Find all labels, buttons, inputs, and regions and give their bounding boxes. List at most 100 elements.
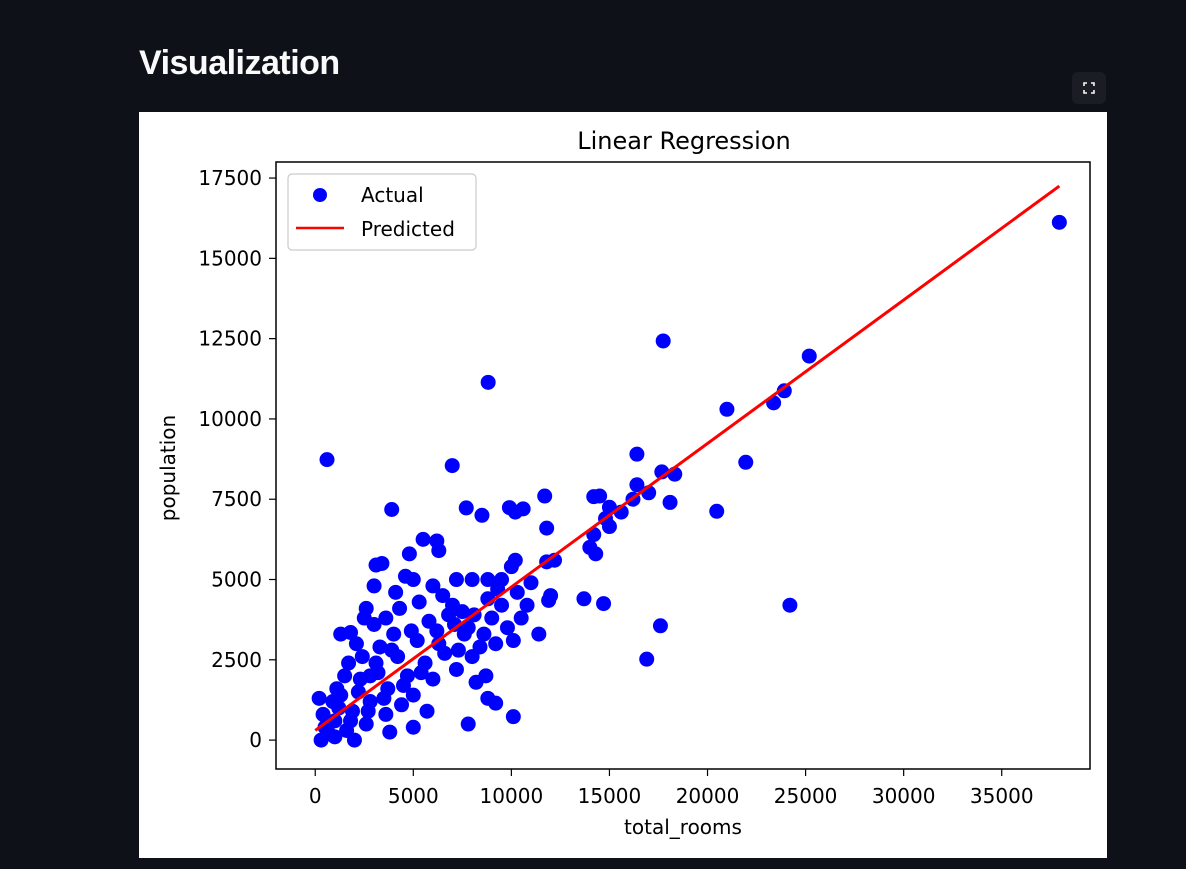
y-axis-label: population	[156, 415, 180, 521]
scatter-point	[415, 531, 431, 547]
scatter-point	[576, 591, 592, 607]
scatter-point	[586, 489, 602, 505]
scatter-point	[317, 719, 333, 735]
scatter-point	[1051, 214, 1067, 230]
x-tick-label: 15000	[578, 784, 642, 808]
scatter-point	[652, 618, 668, 634]
scatter-point	[776, 383, 792, 399]
scatter-point	[629, 477, 645, 493]
scatter-point	[519, 597, 535, 613]
scatter-point	[448, 661, 464, 677]
scatter-point	[315, 706, 331, 722]
scatter-point	[368, 655, 384, 671]
scatter-point	[782, 597, 798, 613]
x-tick-label: 5000	[388, 784, 439, 808]
fullscreen-icon	[1083, 82, 1095, 94]
legend: Actual Predicted	[287, 173, 477, 251]
y-tick-label: 5000	[211, 568, 262, 592]
scatter-point	[480, 374, 496, 390]
scatter-point	[435, 588, 451, 604]
chart-figure: Linear Regression 0 5000 10000 15000 20000 25…	[139, 112, 1107, 858]
scatter-point	[333, 687, 349, 703]
chart-svg: Linear Regression 0 5000 10000 15000 20000 25…	[156, 127, 1091, 839]
scatter-point	[382, 724, 398, 740]
y-tick-label: 12500	[198, 327, 262, 351]
x-tick-label: 35000	[970, 784, 1034, 808]
scatter-point	[801, 348, 817, 364]
scatter-point	[450, 642, 466, 658]
scatter-point	[488, 636, 504, 652]
scatter-point	[352, 671, 368, 687]
legend-box	[287, 173, 477, 251]
scatter-point	[531, 626, 547, 642]
scatter-point	[655, 333, 671, 349]
x-axis: 0 5000 10000 15000 20000 25000 30000 35000	[309, 769, 1034, 808]
scatter-point	[311, 690, 327, 706]
scatter-point	[505, 709, 521, 725]
scatter-point	[460, 716, 476, 732]
scatter-point	[394, 697, 410, 713]
scatter-point	[392, 600, 408, 616]
scatter-point	[366, 578, 382, 594]
scatter-points	[311, 214, 1067, 748]
scatter-point	[509, 584, 525, 600]
scatter-point	[476, 626, 492, 642]
page-title: Visualization	[139, 44, 340, 82]
scatter-point	[601, 519, 617, 535]
scatter-point	[376, 690, 392, 706]
scatter-point	[360, 703, 376, 719]
scatter-point	[484, 610, 500, 626]
x-tick-label: 0	[309, 784, 322, 808]
scatter-point	[405, 719, 421, 735]
x-tick-label: 25000	[774, 784, 838, 808]
scatter-point	[343, 625, 359, 641]
scatter-point	[401, 546, 417, 562]
y-tick-label: 15000	[198, 246, 262, 270]
scatter-point	[474, 507, 490, 523]
y-axis: 0 2500 5000 7500 10000 12500 15000 17500	[198, 166, 276, 752]
scatter-point	[588, 546, 604, 562]
y-tick-label: 10000	[198, 407, 262, 431]
scatter-point	[372, 639, 388, 655]
scatter-point	[425, 578, 441, 594]
y-tick-label: 0	[249, 728, 262, 752]
y-tick-label: 2500	[211, 648, 262, 672]
scatter-point	[421, 613, 437, 629]
scatter-point	[458, 500, 474, 516]
scatter-point	[395, 677, 411, 693]
scatter-point	[368, 557, 384, 573]
scatter-point	[464, 572, 480, 588]
scatter-point	[499, 620, 515, 636]
scatter-point	[386, 626, 402, 642]
x-tick-label: 10000	[480, 784, 544, 808]
scatter-point	[639, 651, 655, 667]
scatter-point	[405, 687, 421, 703]
scatter-point	[596, 596, 612, 612]
scatter-point	[337, 668, 353, 684]
scatter-point	[448, 572, 464, 588]
scatter-point	[719, 401, 735, 417]
scatter-point	[441, 607, 457, 623]
scatter-point	[480, 572, 496, 588]
scatter-point	[343, 713, 359, 729]
fullscreen-button[interactable]	[1072, 72, 1106, 104]
scatter-point	[319, 452, 335, 468]
scatter-point	[384, 642, 400, 658]
scatter-point	[738, 454, 754, 470]
scatter-point	[341, 655, 357, 671]
scatter-point	[405, 572, 421, 588]
scatter-point	[488, 695, 504, 711]
scatter-point	[513, 610, 529, 626]
scatter-point	[384, 501, 400, 517]
scatter-point	[354, 649, 370, 665]
scatter-point	[388, 584, 404, 600]
scatter-point	[454, 604, 470, 620]
scatter-point	[503, 559, 519, 575]
scatter-point	[425, 671, 441, 687]
scatter-point	[411, 594, 427, 610]
scatter-point	[515, 501, 531, 517]
scatter-point	[348, 636, 364, 652]
scatter-point	[444, 458, 460, 474]
scatter-point	[431, 543, 447, 559]
scatter-point	[366, 616, 382, 632]
